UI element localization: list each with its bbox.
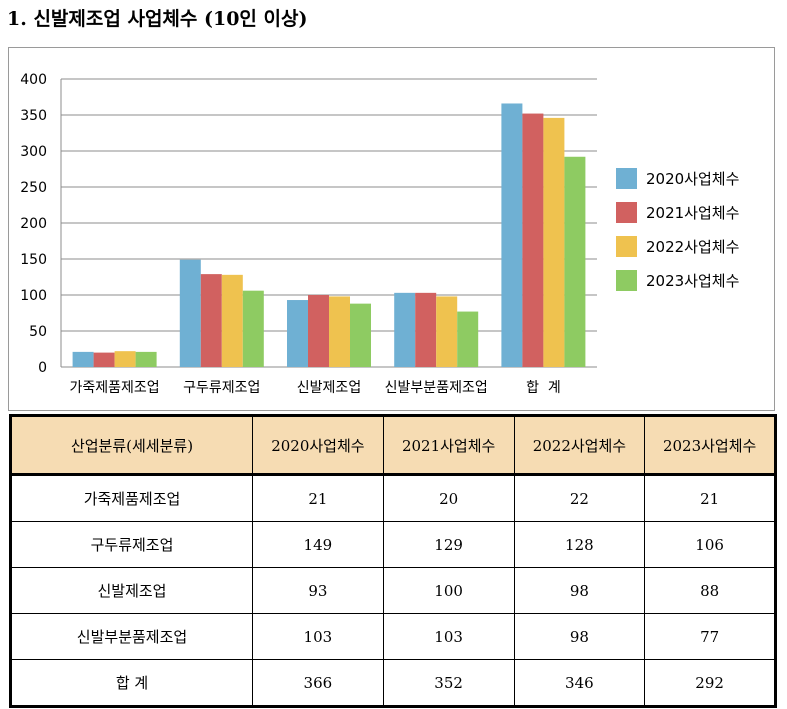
bar-2023사업체수 — [350, 303, 371, 367]
y-tick-label: 150 — [20, 252, 47, 268]
cell-2023: 21 — [644, 474, 776, 522]
header-2020: 2020사업체수 — [252, 415, 384, 475]
bar-2020사업체수 — [287, 300, 308, 367]
x-category-label: 가죽제품제조업 — [70, 380, 160, 396]
bar-2022사업체수 — [221, 274, 243, 367]
y-tick-label: 300 — [20, 144, 47, 160]
row-label: 구두류제조업 — [10, 521, 253, 568]
header-category: 산업분류(세세분류) — [10, 415, 253, 475]
y-tick-label: 0 — [38, 360, 47, 376]
bar-2020사업체수 — [179, 259, 201, 367]
cell-2021: 100 — [382, 567, 515, 614]
bar-2021사업체수 — [93, 352, 115, 367]
bar-2022사업체수 — [436, 296, 458, 367]
bar-2022사업체수 — [114, 351, 136, 367]
header-2021: 2021사업체수 — [382, 415, 515, 475]
bar-2022사업체수 — [543, 117, 565, 367]
table-row: 가죽제품제조업 21 20 22 21 — [10, 474, 776, 522]
legend-swatch — [616, 168, 637, 189]
y-tick-label: 250 — [20, 180, 47, 196]
cell-2021: 129 — [382, 521, 515, 568]
cell-2020: 103 — [252, 613, 384, 660]
table-header-row: 산업분류(세세분류) 2020사업체수 2021사업체수 2022사업체수 20… — [10, 415, 776, 475]
cell-2022: 346 — [513, 659, 646, 707]
bar-2023사업체수 — [135, 351, 157, 367]
legend-swatch — [616, 236, 637, 257]
cell-2020: 21 — [252, 474, 384, 522]
x-category-label: 신발제조업 — [297, 380, 361, 396]
table-row: 합 계 366 352 346 292 — [10, 659, 776, 707]
y-tick-label: 200 — [20, 216, 47, 232]
x-category-label: 합 계 — [526, 380, 561, 396]
bar-2020사업체수 — [72, 351, 94, 367]
cell-2020: 149 — [252, 521, 384, 568]
row-label: 가죽제품제조업 — [10, 474, 253, 522]
page-title: 1. 신발제조업 사업체수 (10인 이상) — [7, 8, 308, 30]
x-category-label: 신발부분품제조업 — [385, 380, 488, 396]
cell-2022: 98 — [513, 613, 646, 660]
bar-2023사업체수 — [457, 311, 479, 367]
y-tick-label: 100 — [20, 288, 47, 304]
row-label: 합 계 — [10, 659, 253, 707]
data-table: 산업분류(세세분류) 2020사업체수 2021사업체수 2022사업체수 20… — [9, 414, 777, 708]
cell-2023: 292 — [644, 659, 776, 707]
table-row: 구두류제조업 149 129 128 106 — [10, 521, 776, 568]
header-2022: 2022사업체수 — [513, 415, 646, 475]
legend-label: 2020사업체수 — [646, 170, 739, 188]
cell-2022: 128 — [513, 521, 646, 568]
legend-label: 2021사업체수 — [646, 204, 739, 222]
legend-swatch — [616, 202, 637, 223]
bar-2021사업체수 — [308, 295, 329, 367]
bar-2020사업체수 — [501, 103, 523, 368]
x-category-label: 구두류제조업 — [183, 380, 260, 396]
cell-2022: 98 — [513, 567, 646, 614]
cell-2022: 22 — [513, 474, 646, 522]
cell-2020: 93 — [252, 567, 384, 614]
legend-label: 2022사업체수 — [646, 238, 739, 256]
cell-2021: 352 — [382, 659, 515, 707]
cell-2023: 88 — [644, 567, 776, 614]
y-tick-label: 400 — [20, 72, 47, 88]
bar-2023사업체수 — [242, 290, 264, 367]
bar-2021사업체수 — [522, 113, 544, 367]
table-row: 신발제조업 93 100 98 88 — [10, 567, 776, 614]
cell-2021: 103 — [382, 613, 515, 660]
bar-2023사업체수 — [564, 156, 586, 367]
bar-chart: 0 50 100 150 200 250 300 350 400 가죽제품제조업 구두류제조업 신발제… — [20, 72, 739, 396]
cell-2023: 106 — [644, 521, 776, 568]
table-row: 신발부분품제조업 103 103 98 77 — [10, 613, 776, 660]
y-tick-label: 350 — [20, 108, 47, 124]
y-tick-label: 50 — [29, 324, 47, 340]
chart-area: 0 50 100 150 200 250 300 350 400 가죽제품제조업 구두류제조업 신발제… — [8, 47, 775, 411]
bar-2021사업체수 — [200, 274, 222, 367]
bar-2021사업체수 — [415, 292, 437, 367]
bar-2022사업체수 — [329, 296, 350, 367]
row-label: 신발부분품제조업 — [10, 613, 253, 660]
bar-2020사업체수 — [394, 292, 416, 367]
legend-label: 2023사업체수 — [646, 272, 739, 290]
cell-2020: 366 — [252, 659, 384, 707]
cell-2021: 20 — [382, 474, 515, 522]
cell-2023: 77 — [644, 613, 776, 660]
legend-swatch — [616, 270, 637, 291]
row-label: 신발제조업 — [10, 567, 253, 614]
header-2023: 2023사업체수 — [644, 415, 776, 475]
